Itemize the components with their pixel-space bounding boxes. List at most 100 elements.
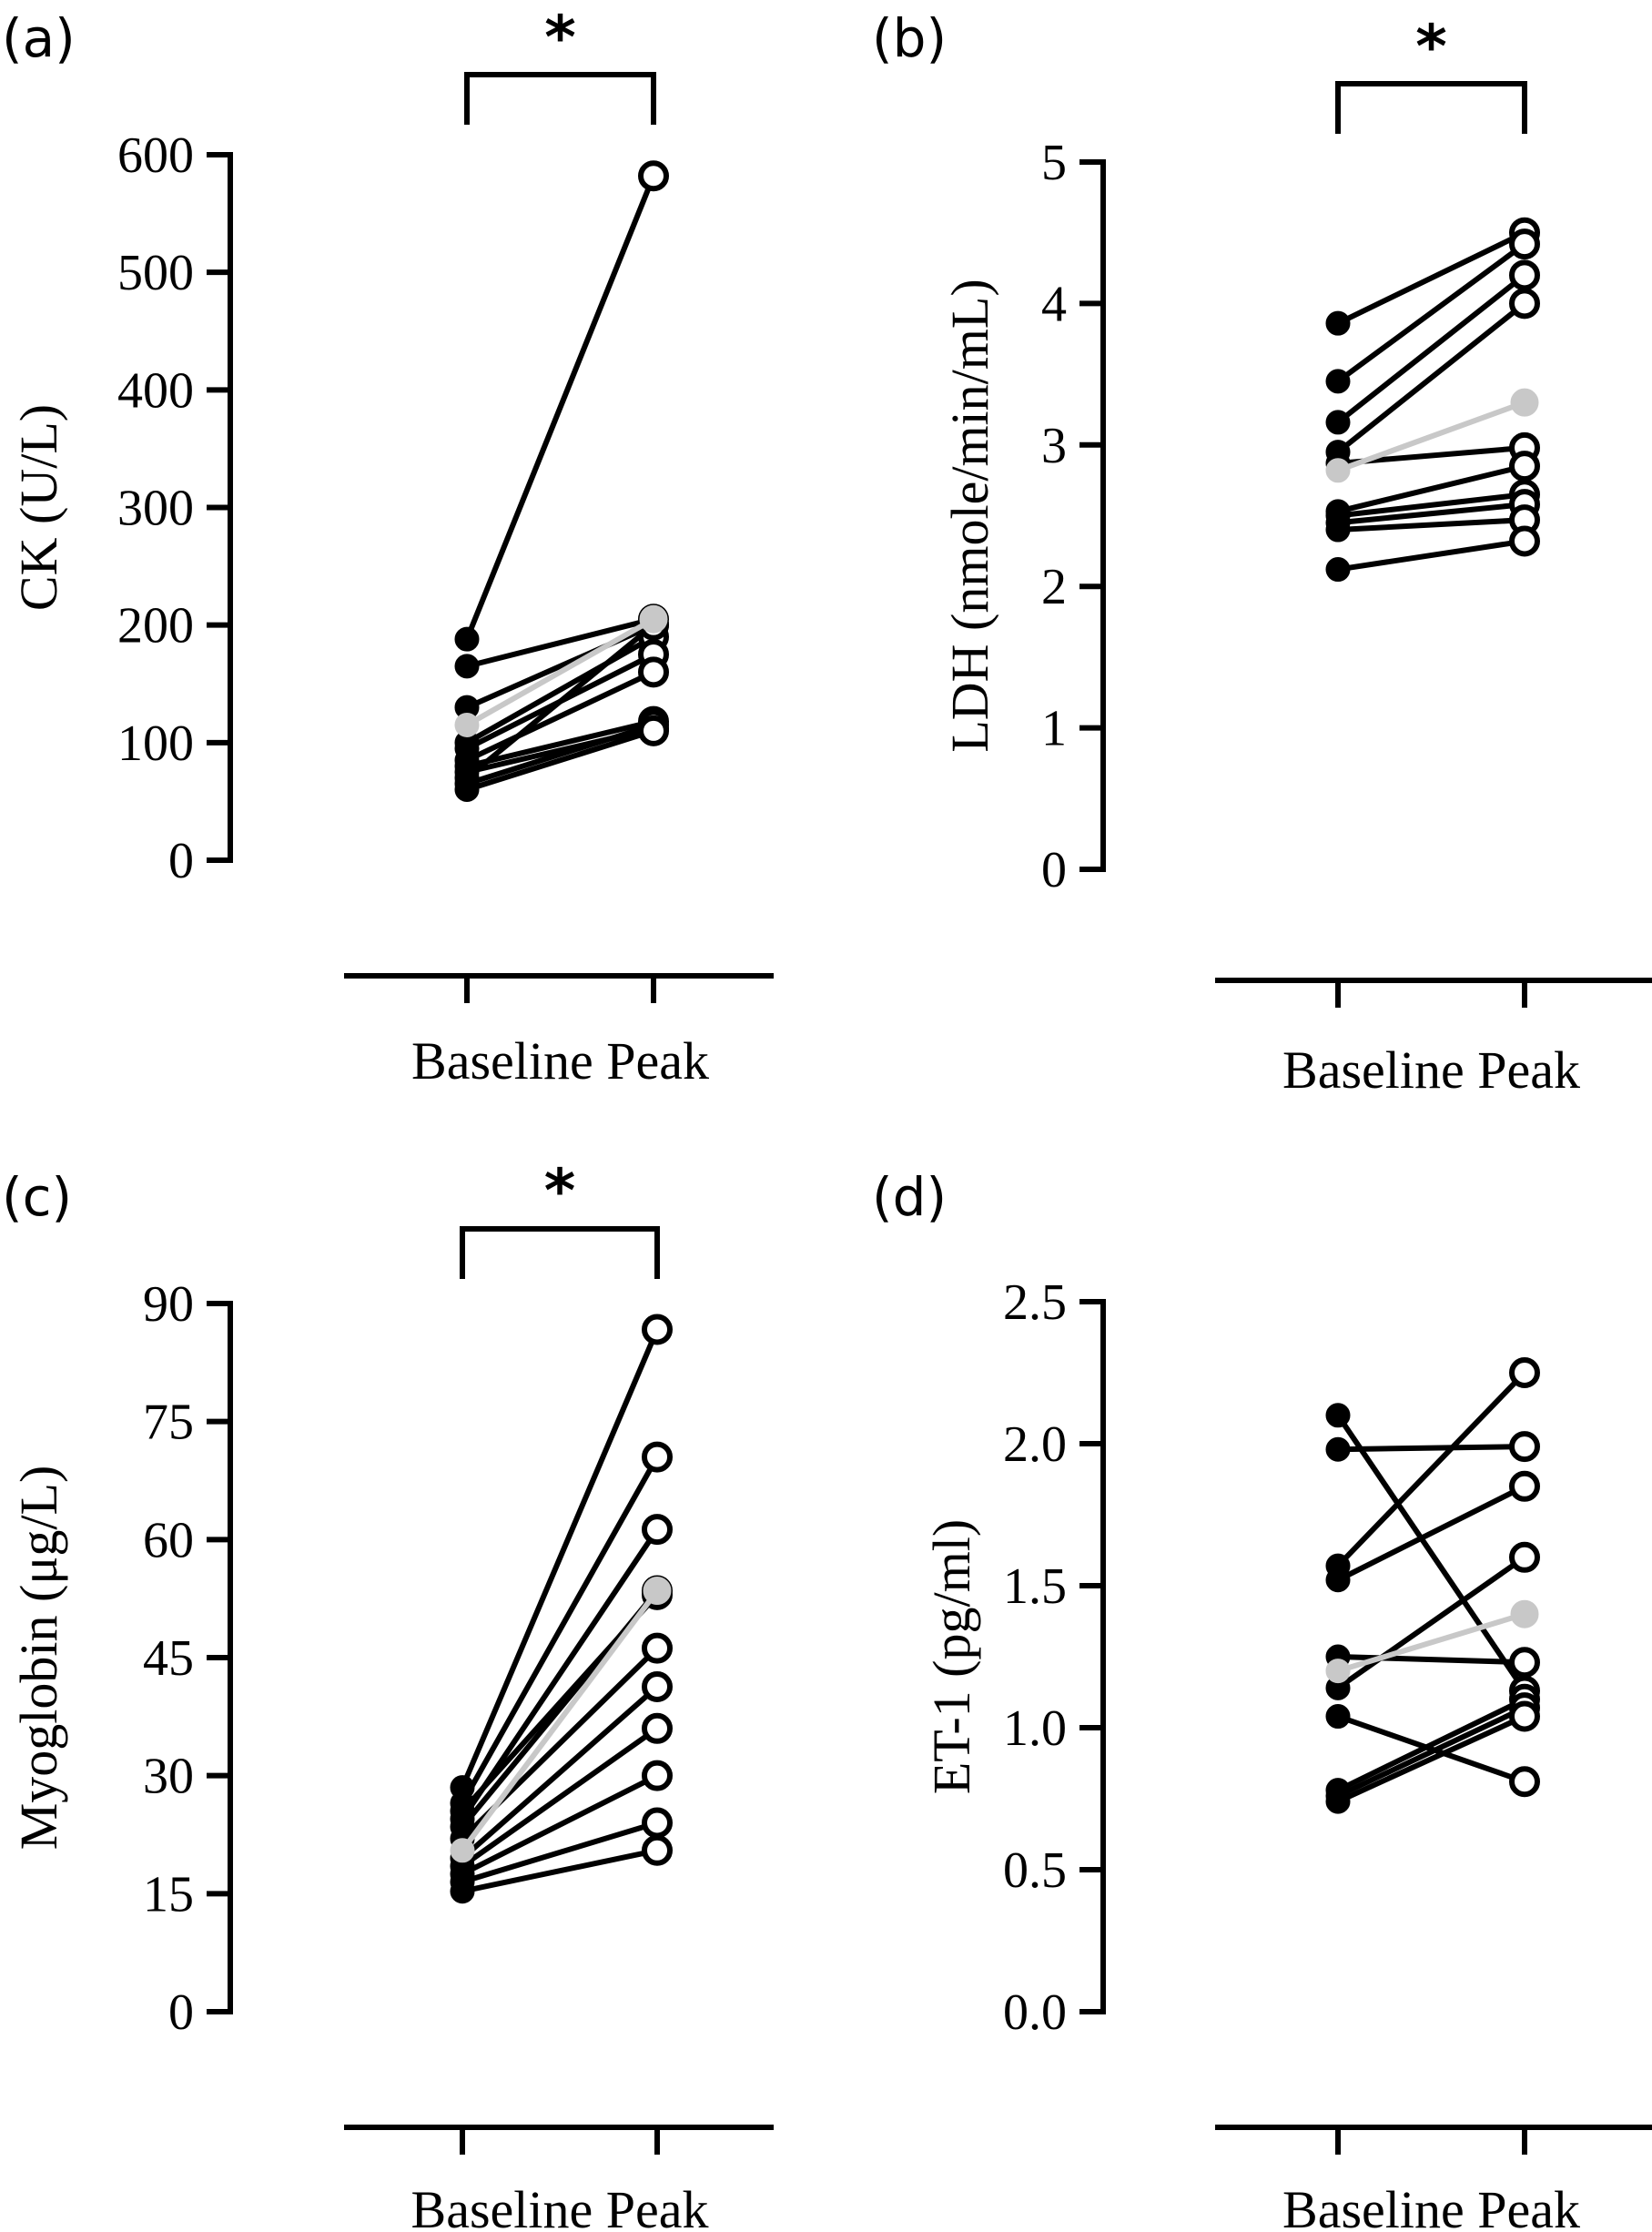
series-segment bbox=[466, 722, 654, 786]
series-line bbox=[1325, 1357, 1540, 1578]
series-segment bbox=[1336, 272, 1526, 425]
peak-point bbox=[638, 715, 669, 746]
chart-panel-c: (c) 0 15 30 45 60 75 90 Myoglobin (μg/L) Baseline… bbox=[2, 1156, 774, 2232]
baseline-point bbox=[450, 1799, 475, 1824]
series-segment bbox=[461, 1726, 659, 1869]
baseline-point bbox=[1325, 1436, 1351, 1462]
series-line bbox=[1325, 228, 1540, 394]
baseline-point bbox=[1325, 458, 1351, 483]
baseline-point bbox=[454, 626, 480, 652]
x-category-labels: Baseline Peak bbox=[1282, 1040, 1580, 1100]
peak-point bbox=[642, 1712, 673, 1744]
series-segment bbox=[1337, 492, 1525, 519]
series-segment bbox=[1337, 502, 1525, 526]
peak-point bbox=[1509, 1541, 1540, 1573]
peak-point bbox=[1509, 525, 1540, 557]
peak-point bbox=[1509, 288, 1540, 320]
peak-point bbox=[1509, 228, 1540, 260]
peak-point bbox=[1509, 451, 1540, 482]
y-axis-title: LDH (nmole/min/mL) bbox=[940, 279, 999, 752]
series-segment bbox=[1335, 1414, 1527, 1693]
series-segment bbox=[460, 1588, 660, 1852]
baseline-point bbox=[1325, 1659, 1351, 1684]
y-tick-label: 0 bbox=[1041, 842, 1067, 898]
series-line bbox=[450, 1834, 673, 1904]
y-tick-label: 2.5 bbox=[1003, 1274, 1067, 1331]
y-tick-label: 3 bbox=[1041, 418, 1067, 474]
chart-panel-d: (d) 0.0 0.5 1.0 1.5 2.0 2.5 ET-1 (pg/ml) Baselin… bbox=[872, 1166, 1652, 2232]
peak-point bbox=[643, 1577, 672, 1606]
y-tick-label: 600 bbox=[117, 127, 194, 184]
series-segment bbox=[1336, 1484, 1526, 1583]
series-segment bbox=[461, 1772, 659, 1877]
peak-point bbox=[1509, 1700, 1540, 1732]
y-tick-label: 200 bbox=[117, 598, 194, 654]
series-line-highlight bbox=[450, 1577, 672, 1863]
series-segment bbox=[461, 1820, 658, 1885]
peak-point bbox=[642, 1834, 673, 1866]
series-segment bbox=[1336, 1713, 1526, 1804]
baseline-point bbox=[450, 1879, 475, 1904]
peak-point bbox=[642, 1807, 673, 1839]
series-line bbox=[1325, 1470, 1540, 1593]
significance-bracket bbox=[464, 72, 656, 125]
baseline-point bbox=[1325, 1567, 1351, 1593]
series-segment bbox=[461, 1684, 659, 1861]
baseline-point bbox=[1325, 517, 1351, 543]
peak-point bbox=[642, 1514, 673, 1546]
baseline-point bbox=[450, 1838, 475, 1863]
peak-point bbox=[1509, 1647, 1540, 1679]
series-segment bbox=[464, 175, 656, 641]
y-tick-label: 4 bbox=[1041, 276, 1067, 332]
peak-point bbox=[639, 604, 668, 634]
series-segment bbox=[1337, 463, 1525, 514]
series-segment bbox=[1337, 538, 1525, 573]
y-tick-label: 2.0 bbox=[1003, 1416, 1067, 1473]
series-segment bbox=[1337, 1611, 1525, 1674]
y-tick-label: 75 bbox=[143, 1395, 194, 1451]
y-axis-title: Myoglobin (μg/L) bbox=[9, 1466, 68, 1851]
baseline-point bbox=[454, 654, 480, 679]
baseline-point bbox=[1325, 1403, 1351, 1428]
peak-point bbox=[1509, 1766, 1540, 1798]
y-tick-label: 0.5 bbox=[1003, 1842, 1067, 1899]
x-category-labels: Baseline Peak bbox=[411, 1031, 709, 1091]
baseline-point bbox=[1325, 310, 1351, 336]
significance-bracket bbox=[460, 1226, 660, 1279]
peak-point bbox=[642, 1314, 673, 1345]
peak-point bbox=[1509, 1470, 1540, 1502]
y-tick-label: 60 bbox=[143, 1512, 194, 1568]
series-segment bbox=[460, 1527, 660, 1821]
baseline-point bbox=[454, 712, 480, 737]
series-segment bbox=[1336, 230, 1526, 326]
series-line bbox=[1325, 1431, 1540, 1463]
baseline-point bbox=[1325, 1704, 1351, 1730]
baseline-point bbox=[1325, 369, 1351, 394]
panel-label: (d) bbox=[872, 1166, 947, 1228]
y-tick-label: 300 bbox=[117, 481, 194, 537]
series-segment bbox=[1336, 241, 1526, 384]
series-segment bbox=[465, 623, 655, 780]
series-line bbox=[1325, 1541, 1540, 1700]
y-tick-label: 0 bbox=[168, 833, 194, 889]
y-tick-label: 30 bbox=[143, 1749, 194, 1805]
baseline-point bbox=[454, 777, 480, 802]
series-line bbox=[454, 160, 669, 652]
panel-label: (b) bbox=[872, 7, 947, 69]
series-segment bbox=[466, 728, 654, 793]
series-segment bbox=[1336, 1697, 1526, 1793]
series-segment bbox=[465, 634, 655, 746]
series-segment bbox=[1336, 1555, 1526, 1690]
series-segment bbox=[1337, 1654, 1525, 1666]
peak-point bbox=[642, 1760, 673, 1791]
series-segment bbox=[461, 1847, 658, 1894]
series-segment bbox=[465, 669, 655, 763]
series-segment bbox=[1336, 301, 1526, 454]
series-line-highlight bbox=[1325, 1599, 1539, 1684]
baseline-point bbox=[1325, 557, 1351, 583]
panel-label: (c) bbox=[2, 1166, 72, 1228]
peak-point bbox=[642, 1441, 673, 1473]
y-tick-label: 1.5 bbox=[1003, 1558, 1067, 1615]
series-segment bbox=[1337, 517, 1525, 533]
